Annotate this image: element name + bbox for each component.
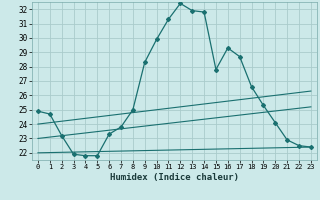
X-axis label: Humidex (Indice chaleur): Humidex (Indice chaleur) [110, 173, 239, 182]
